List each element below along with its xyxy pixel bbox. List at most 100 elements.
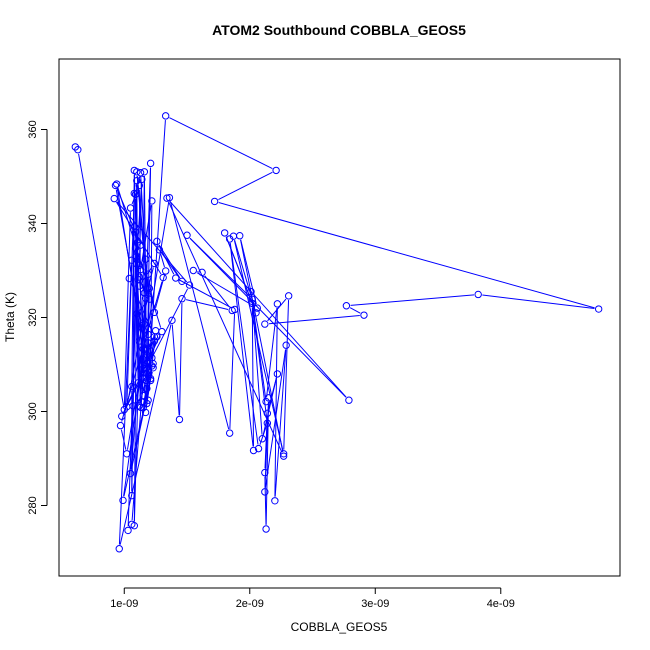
series-segment	[132, 197, 135, 402]
series-segment	[179, 279, 232, 308]
series-segment	[145, 370, 152, 409]
data-point	[139, 361, 147, 369]
data-point	[248, 295, 256, 303]
data-point	[131, 190, 140, 199]
data-point	[124, 526, 132, 535]
data-point	[110, 194, 118, 203]
y-axis-label: Theta (K)	[3, 292, 17, 342]
data-point	[130, 223, 139, 231]
series-segment	[251, 307, 254, 447]
series-segment	[169, 201, 230, 430]
data-point	[140, 168, 149, 176]
data-point	[225, 429, 234, 437]
data-point	[141, 294, 150, 302]
data-point	[115, 545, 123, 553]
x-axis-label: COBBLA_GEOS5	[291, 620, 388, 634]
data-point	[136, 241, 145, 249]
data-point	[143, 384, 151, 393]
data-point	[150, 308, 159, 317]
data-point	[133, 252, 141, 261]
data-point	[474, 290, 482, 299]
data-point	[247, 287, 255, 296]
data-point	[143, 285, 151, 293]
series-segment	[136, 175, 150, 296]
series-segment	[349, 307, 361, 314]
data-point	[252, 309, 260, 317]
series-segment	[161, 252, 180, 279]
data-point	[175, 415, 184, 424]
data-point	[133, 177, 141, 185]
y-tick-label: 280	[27, 496, 39, 514]
data-point	[144, 270, 152, 278]
data-point	[135, 337, 144, 345]
data-point	[135, 261, 144, 270]
data-point	[342, 302, 351, 310]
data-point	[273, 300, 282, 308]
y-tick-label: 360	[27, 120, 39, 138]
x-axis: 1e-09 2e-09 3e-09 4e-09	[110, 587, 515, 610]
data-point	[185, 281, 194, 289]
data-point	[231, 305, 239, 314]
data-point	[279, 452, 288, 460]
data-point	[131, 228, 140, 236]
data-point	[279, 450, 288, 458]
y-tick-label: 320	[27, 308, 39, 326]
data-point	[163, 194, 171, 202]
data-point	[118, 412, 126, 420]
data-point	[119, 496, 127, 505]
data-point	[263, 409, 272, 418]
series-segment	[142, 263, 146, 361]
series-segment	[135, 398, 141, 404]
data-point	[272, 166, 280, 175]
series-segment	[116, 201, 188, 283]
chart-title: ATOM2 Southbound COBBLA_GEOS5	[212, 22, 466, 38]
data-point	[150, 333, 159, 341]
data-point	[141, 255, 150, 263]
series-segment	[138, 316, 143, 321]
data-point	[165, 193, 174, 202]
data-point	[133, 168, 141, 176]
data-point	[74, 146, 82, 154]
data-point	[168, 316, 176, 325]
series-segment	[482, 294, 595, 310]
series-segment	[133, 345, 140, 522]
data-point	[225, 235, 234, 243]
series-segment	[126, 197, 135, 403]
series-segment	[171, 324, 180, 416]
data-point	[159, 273, 167, 282]
series-segment	[229, 313, 236, 429]
series-segment	[252, 303, 263, 435]
data-point	[189, 266, 197, 275]
data-point	[138, 324, 146, 332]
data-point	[136, 265, 145, 274]
data-point	[116, 421, 125, 430]
data-point	[198, 268, 206, 277]
data-point	[143, 376, 151, 385]
series-segment	[179, 302, 183, 416]
series-segment	[139, 302, 148, 311]
data-point	[140, 320, 149, 328]
data-point	[149, 364, 157, 372]
series-segment	[189, 237, 347, 398]
series-segment	[229, 243, 259, 445]
data-point	[153, 237, 161, 246]
data-point	[143, 399, 151, 408]
series-segment	[169, 200, 347, 398]
series-segment	[123, 212, 131, 406]
data-point	[140, 289, 149, 297]
data-point	[128, 491, 136, 500]
data-point	[146, 374, 155, 383]
series-segment	[145, 327, 148, 331]
data-point	[254, 444, 263, 453]
data-point	[140, 345, 149, 354]
data-point	[253, 304, 261, 312]
data-point	[282, 341, 290, 349]
data-point	[360, 311, 368, 319]
data-point	[145, 295, 154, 303]
data-point	[128, 520, 136, 528]
series-segment	[135, 198, 138, 253]
data-point	[148, 354, 156, 362]
x-tick-label: 1e-09	[110, 598, 138, 610]
data-point	[126, 204, 135, 212]
series-segment	[160, 253, 165, 268]
